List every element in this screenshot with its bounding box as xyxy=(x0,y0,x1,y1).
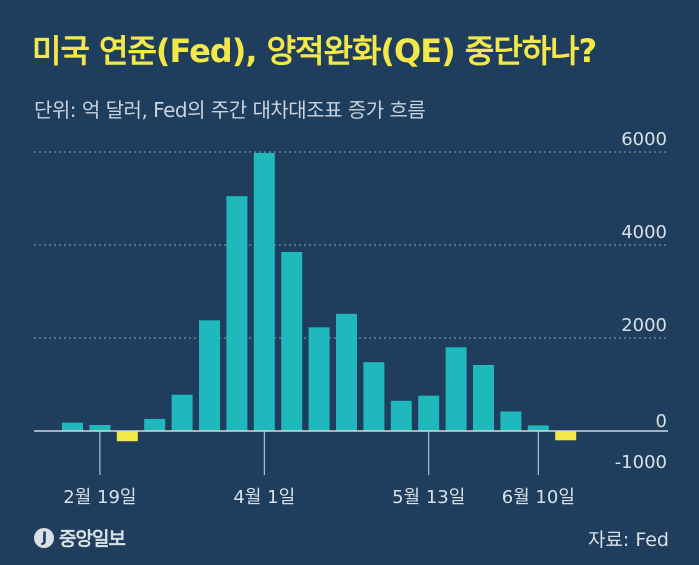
x-tick-label-1: 4월 1일 xyxy=(233,487,295,508)
bar-13 xyxy=(418,395,440,431)
bar-4 xyxy=(171,394,193,431)
x-tick-label-2: 5월 13일 xyxy=(392,487,465,508)
publisher-name: 중앙일보 xyxy=(59,528,126,550)
publisher-logo: J 중앙일보 xyxy=(34,524,126,551)
bar-5 xyxy=(199,320,220,431)
bar-9 xyxy=(308,327,330,431)
bar-6 xyxy=(226,196,248,431)
bar-0 xyxy=(62,422,83,431)
y-tick-label-3: 0 xyxy=(656,411,667,432)
bar-17 xyxy=(527,425,549,431)
bar-2 xyxy=(116,431,138,442)
bar-15 xyxy=(473,364,494,431)
bar-7 xyxy=(253,152,275,431)
y-tick-label-4: -1000 xyxy=(615,452,667,473)
y-tick-label-1: 4000 xyxy=(621,222,667,243)
bar-18 xyxy=(555,431,577,441)
bar-8 xyxy=(281,251,303,431)
chart-subtitle: 단위: 억 달러, Fed의 주간 대차대조표 증가 흐름 xyxy=(34,98,426,122)
y-tick-label-0: 6000 xyxy=(621,129,667,150)
chart-title: 미국 연준(Fed), 양적완화(QE) 중단하나? xyxy=(32,32,597,70)
bar-3 xyxy=(144,418,166,431)
bar-1 xyxy=(89,424,111,431)
bar-11 xyxy=(363,362,385,431)
x-tick-label-3: 6월 10일 xyxy=(502,487,575,508)
publisher-logo-icon: J xyxy=(34,527,54,548)
bar-12 xyxy=(390,400,412,431)
source-label: 자료: Fed xyxy=(587,529,669,551)
bar-10 xyxy=(336,313,357,431)
bar-14 xyxy=(445,347,467,431)
y-tick-label-2: 2000 xyxy=(621,315,667,336)
x-tick-label-0: 2월 19일 xyxy=(63,487,136,508)
bar-16 xyxy=(500,411,522,431)
